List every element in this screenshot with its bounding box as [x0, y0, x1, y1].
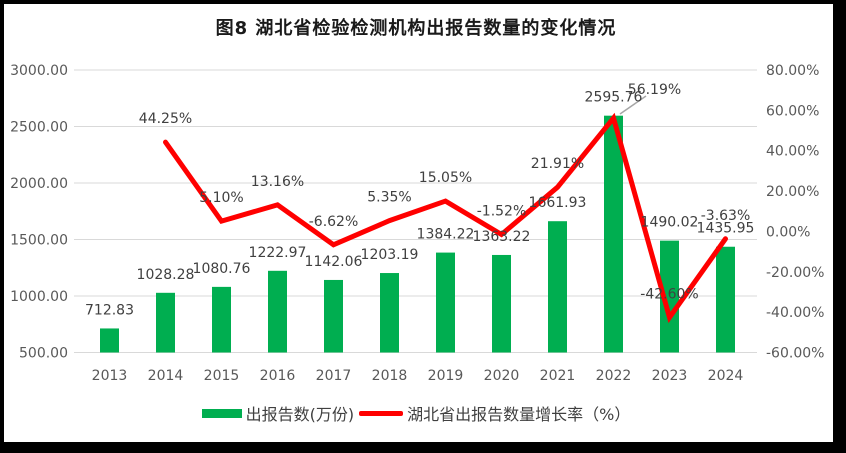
x-axis-tick-label: 2013 — [92, 368, 128, 384]
line-data-label: -1.52% — [477, 203, 527, 219]
bar — [268, 270, 287, 353]
bar-data-label: 1363.22 — [473, 229, 531, 245]
line-series-swatch-icon — [359, 410, 404, 416]
right-axis-tick-label: -20.00% — [766, 265, 824, 281]
x-axis-tick-label: 2023 — [652, 368, 688, 384]
bar — [380, 273, 399, 353]
left-axis-tick-label: 2000.00 — [10, 176, 68, 192]
bar — [100, 328, 119, 353]
bar-data-label: 712.83 — [85, 302, 134, 318]
bar-data-label: 1661.93 — [529, 195, 587, 211]
bar-data-label: 1203.19 — [361, 247, 419, 263]
bar-data-label: 2595.76 — [585, 90, 643, 106]
bar-series-swatch-icon — [201, 408, 242, 418]
bar-data-label: 1080.76 — [193, 261, 251, 277]
x-axis-tick-label: 2018 — [372, 368, 408, 384]
right-axis-tick-label: 80.00% — [766, 63, 819, 79]
right-axis-tick-label: 40.00% — [766, 144, 819, 160]
line-data-label: 5.10% — [199, 190, 243, 206]
left-axis-tick-label: 3000.00 — [10, 63, 68, 79]
bar-data-label: 1142.06 — [305, 254, 363, 270]
x-axis-tick-label: 2014 — [148, 368, 184, 384]
legend-label-line: 湖北省出报告数量增长率（%） — [407, 405, 631, 424]
bar-data-label: 1384.22 — [417, 227, 475, 243]
left-axis-tick-label: 500.00 — [19, 346, 68, 362]
right-axis-tick-label: 20.00% — [766, 184, 819, 200]
right-axis-tick-label: -60.00% — [766, 346, 824, 362]
line-data-label: -6.62% — [309, 214, 359, 230]
left-axis-tick-label: 2500.00 — [10, 120, 68, 136]
x-axis-tick-label: 2024 — [708, 368, 744, 384]
line-data-label: 56.19% — [628, 82, 681, 98]
right-axis-tick-label: 60.00% — [766, 103, 819, 119]
bar — [436, 252, 455, 353]
legend-label-bars: 出报告数(万份) — [245, 405, 355, 424]
bar — [324, 279, 343, 353]
left-axis-tick-label: 1500.00 — [10, 233, 68, 249]
line-data-label: -42.60% — [640, 286, 698, 302]
left-axis-tick-label: 1000.00 — [10, 289, 68, 305]
bar — [548, 221, 567, 353]
bar-data-label: 1222.97 — [249, 245, 307, 261]
right-axis-tick-label: 0.00% — [766, 224, 810, 240]
bar — [660, 240, 679, 353]
x-axis-tick-label: 2015 — [204, 368, 240, 384]
growth-rate-line — [163, 112, 728, 324]
x-axis-tick-label: 2022 — [596, 368, 632, 384]
line-data-label: 44.25% — [139, 111, 192, 127]
x-axis-tick-label: 2016 — [260, 368, 296, 384]
callout-leader-line — [619, 95, 647, 115]
line-data-label: 21.91% — [531, 156, 584, 172]
legend-item-bars: 出报告数(万份) — [201, 401, 355, 425]
x-axis-tick-label: 2019 — [428, 368, 464, 384]
line-data-label: -3.63% — [701, 208, 751, 224]
line-data-label: 15.05% — [419, 170, 472, 186]
legend-item-line: 湖北省出报告数量增长率（%） — [359, 401, 630, 425]
chart-title: 图8 湖北省检验检测机构出报告数量的变化情况 — [215, 18, 617, 39]
x-axis-tick-label: 2020 — [484, 368, 520, 384]
bar-data-label: 1435.95 — [697, 221, 755, 237]
x-axis-tick-label: 2021 — [540, 368, 576, 384]
line-data-label: 5.35% — [367, 190, 411, 206]
x-axis-tick-label: 2017 — [316, 368, 352, 384]
bar — [604, 115, 623, 353]
bar — [492, 254, 511, 353]
bar-data-label: 1028.28 — [137, 267, 195, 283]
chart-legend: 出报告数(万份) 湖北省出报告数量增长率（%） — [0, 401, 832, 425]
right-axis-tick-label: -40.00% — [766, 305, 824, 321]
bar — [156, 292, 175, 353]
line-data-label: 13.16% — [251, 174, 304, 190]
bar — [716, 246, 735, 353]
bar — [212, 286, 231, 353]
bar-data-label: 1490.02 — [641, 215, 699, 231]
